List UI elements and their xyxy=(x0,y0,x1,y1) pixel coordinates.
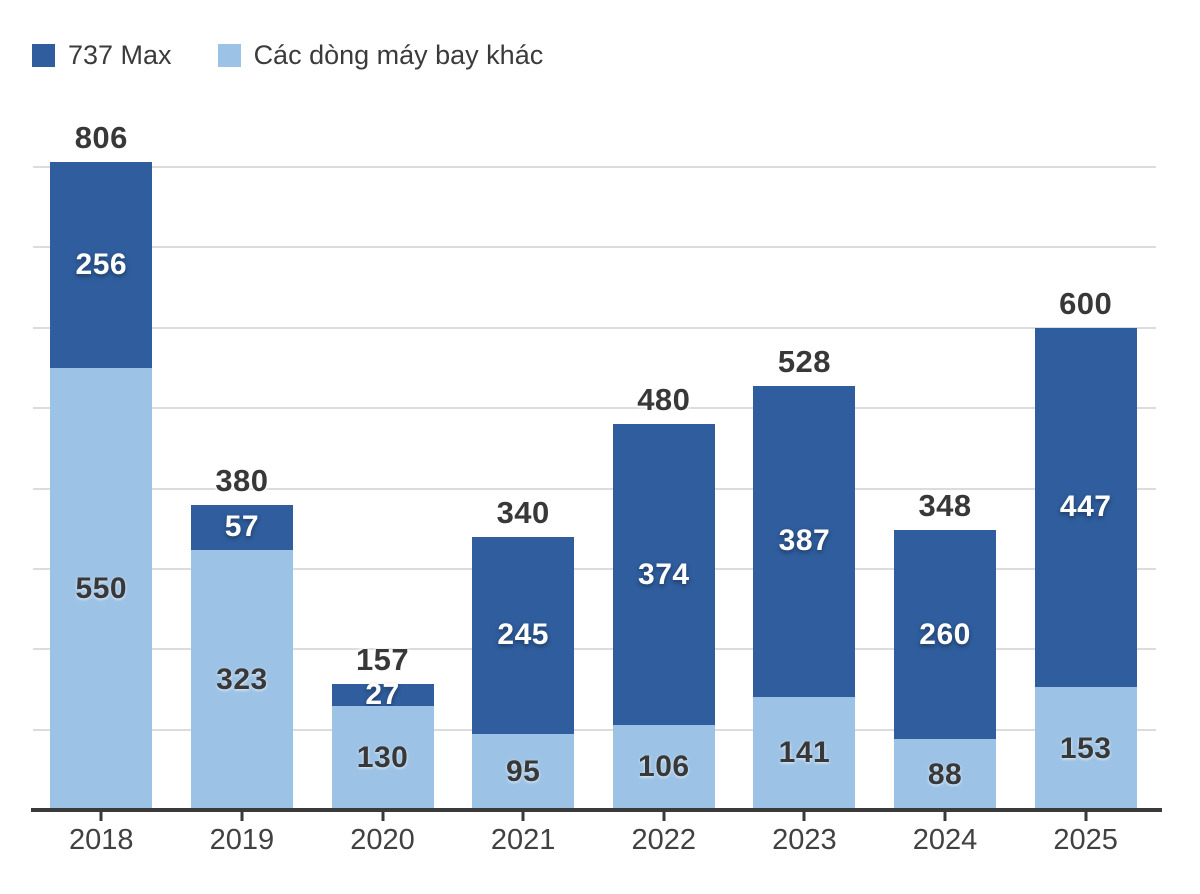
x-axis-label: 2020 xyxy=(350,824,415,856)
segment-737max: 374 xyxy=(612,424,715,725)
axis-tick xyxy=(943,812,947,821)
axis-tick xyxy=(381,812,385,821)
segment-value-label: 88 xyxy=(927,757,963,791)
segment-value-label: 130 xyxy=(356,740,409,774)
total-label: 380 xyxy=(215,462,269,498)
x-axis-line xyxy=(31,808,1162,812)
segment-value-label: 260 xyxy=(919,617,971,651)
segment-737max: 256 xyxy=(50,162,153,368)
segment-737max: 387 xyxy=(753,385,856,697)
legend-item-737max: 737 Max xyxy=(32,42,172,69)
legend-label-other-aircraft: Các dòng máy bay khác xyxy=(253,40,544,70)
segment-value-label: 550 xyxy=(75,571,128,605)
segment-other-aircraft: 88 xyxy=(894,739,997,810)
total-label: 806 xyxy=(74,120,128,156)
gridline xyxy=(33,728,1156,731)
x-axis-label: 2022 xyxy=(631,824,697,856)
segment-other-aircraft: 153 xyxy=(1034,687,1137,810)
segment-737max: 57 xyxy=(190,504,293,551)
x-axis-label: 2024 xyxy=(912,824,978,856)
legend-swatch-737max-icon xyxy=(32,44,55,67)
bars-container: 806 256 550 2018 380 57 323 2019 157 27 130 2020 340… xyxy=(31,122,1156,855)
x-axis-label: 2021 xyxy=(490,824,556,856)
bar-group-2021: 340 245 95 2021 xyxy=(453,167,594,855)
total-label: 528 xyxy=(777,343,832,379)
bar-group-2018: 806 256 550 2018 xyxy=(31,122,172,855)
legend-label-737max: 737 Max xyxy=(68,40,172,70)
total-label: 480 xyxy=(637,382,691,418)
segment-value-label: 57 xyxy=(224,510,260,544)
bar-2020: 157 27 130 xyxy=(331,644,434,810)
bar-group-2022: 480 374 106 2022 xyxy=(594,167,735,855)
bar-2023: 528 387 141 xyxy=(753,346,856,810)
bar-2025: 600 447 153 xyxy=(1034,288,1137,810)
total-label: 157 xyxy=(355,641,410,677)
axis-tick xyxy=(240,812,244,821)
segment-737max: 260 xyxy=(894,530,997,740)
bar-2022: 480 374 106 xyxy=(612,384,715,810)
segment-value-label: 387 xyxy=(778,524,831,558)
segment-737max: 447 xyxy=(1034,327,1137,688)
bar-2024: 348 260 88 xyxy=(894,490,997,810)
bar-2019: 380 57 323 xyxy=(190,465,293,810)
segment-value-label: 374 xyxy=(638,557,690,591)
bar-group-2025: 600 447 153 2025 xyxy=(1015,167,1156,855)
x-axis-label: 2023 xyxy=(772,824,837,856)
x-axis-label: 2025 xyxy=(1053,824,1118,856)
axis-tick xyxy=(802,812,806,821)
total-label: 340 xyxy=(496,494,550,530)
bar-group-2023: 528 387 141 2023 xyxy=(734,167,875,855)
plot-area: 806 256 550 2018 380 57 323 2019 157 27 130 2020 340… xyxy=(31,122,1162,855)
segment-other-aircraft: 550 xyxy=(50,367,153,810)
segment-value-label: 323 xyxy=(216,663,268,697)
bar-2018: 806 256 550 xyxy=(50,122,153,810)
gridline xyxy=(33,407,1156,410)
segment-value-label: 447 xyxy=(1059,490,1112,524)
segment-value-label: 141 xyxy=(778,736,831,770)
segment-737max: 245 xyxy=(472,536,575,734)
segment-value-label: 27 xyxy=(365,677,400,711)
segment-other-aircraft: 130 xyxy=(331,705,434,810)
bar-group-2019: 380 57 323 2019 xyxy=(172,167,313,855)
segment-other-aircraft: 141 xyxy=(753,696,856,810)
segment-value-label: 153 xyxy=(1059,731,1112,765)
gridline xyxy=(33,648,1156,651)
segment-value-label: 106 xyxy=(638,750,690,784)
total-label: 348 xyxy=(918,488,972,524)
gridline xyxy=(33,166,1156,168)
segment-other-aircraft: 95 xyxy=(472,733,575,810)
gridline xyxy=(33,326,1156,329)
legend-item-other-aircraft: Các dòng máy bay khác xyxy=(217,40,544,70)
segment-value-label: 95 xyxy=(506,754,541,788)
x-axis-label: 2019 xyxy=(209,824,275,856)
segment-other-aircraft: 323 xyxy=(190,550,293,810)
bar-2021: 340 245 95 xyxy=(472,497,575,810)
axis-tick xyxy=(1084,812,1088,821)
segment-other-aircraft: 106 xyxy=(612,724,715,810)
axis-tick xyxy=(99,812,103,821)
gridline xyxy=(33,246,1156,249)
segment-value-label: 256 xyxy=(75,248,128,282)
legend-swatch-other-aircraft-icon xyxy=(217,44,241,67)
gridline xyxy=(33,487,1156,490)
bar-group-2024: 348 260 88 2024 xyxy=(875,167,1016,855)
gridlines xyxy=(31,166,1156,810)
segment-737max: 27 xyxy=(331,679,434,709)
bar-group-2020: 157 27 130 2020 xyxy=(312,167,453,855)
gridline xyxy=(33,567,1156,570)
legend: 737 Max Các dòng máy bay khác xyxy=(32,42,543,69)
x-axis-label: 2018 xyxy=(69,824,134,856)
axis-tick xyxy=(521,812,525,821)
total-label: 600 xyxy=(1059,285,1113,321)
axis-tick xyxy=(662,812,666,821)
segment-value-label: 245 xyxy=(497,618,549,652)
